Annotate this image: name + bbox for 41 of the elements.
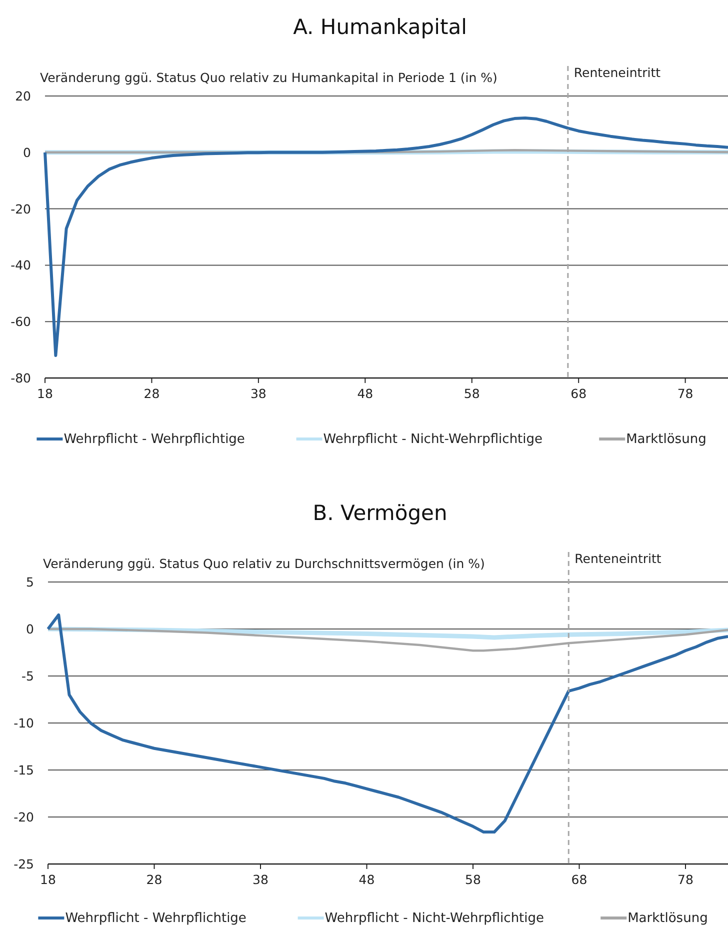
y-axis-title: Veränderung ggü. Status Quo relativ zu Humankapital in Periode 1 (in %) [40,70,498,85]
x-tick-label: 28 [144,386,160,401]
chart-title: B. Vermögen [312,501,448,525]
legend-label: Wehrpflicht - Nicht-Wehrpflichtige [323,432,543,447]
line-series [44,116,728,357]
x-tick-label: 78 [677,386,694,401]
ref-line-label: Renteneintritt [574,65,661,80]
y-tick-label: 0 [26,622,34,636]
x-tick-label: 58 [464,386,480,401]
chart-title: A. Humankapital [293,15,467,39]
legend-label: Marktlösung [628,911,708,926]
legend-label: Marktlösung [626,432,706,447]
y-axis-title: Veränderung ggü. Status Quo relativ zu Durchschnittsvermögen (in %) [43,556,485,571]
x-tick-label: 18 [40,872,56,887]
y-tick-label: 5 [26,574,34,590]
x-tick-label: 78 [678,872,694,887]
legend-label: Wehrpflicht - Wehrpflichtige [64,432,245,447]
line-series [46,613,728,834]
x-tick-label: 28 [146,872,162,887]
y-tick-label: 20 [15,88,32,104]
y-tick-label: -80 [10,370,32,386]
x-tick-label: 68 [570,386,587,401]
x-tick-label: 18 [37,386,53,401]
y-tick-label: -60 [10,314,32,330]
y-tick-label: -20 [14,810,34,824]
ref-line-label: Renteneintritt [574,551,662,566]
legend-label: Wehrpflicht - Wehrpflichtige [65,911,246,926]
x-tick-label: 48 [358,872,375,887]
y-tick-label: -40 [10,258,32,273]
legend-label: Wehrpflicht - Nicht-Wehrpflichtige [324,911,544,926]
y-tick-label: -10 [14,716,34,730]
y-tick-label: -25 [14,856,34,872]
y-tick-label: -15 [14,762,34,778]
x-tick-label: 38 [252,872,268,887]
x-tick-label: 68 [571,872,588,887]
y-tick-label: -5 [22,668,34,684]
y-tick-label: 0 [23,144,32,160]
x-tick-label: 38 [250,386,266,401]
x-tick-label: 58 [465,872,481,887]
y-tick-label: -20 [10,201,32,216]
x-tick-label: 48 [357,386,374,401]
